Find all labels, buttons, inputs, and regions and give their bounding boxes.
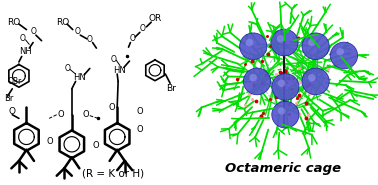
Text: O: O	[64, 64, 70, 73]
Text: O: O	[74, 27, 81, 36]
Text: Br: Br	[4, 94, 13, 102]
Text: OBr: OBr	[8, 77, 22, 86]
Circle shape	[308, 74, 316, 81]
Text: OR: OR	[148, 14, 162, 23]
Text: (R = K or H): (R = K or H)	[82, 169, 144, 179]
Text: O: O	[129, 34, 135, 43]
Text: RO: RO	[8, 18, 21, 27]
Text: O: O	[83, 110, 89, 119]
Circle shape	[302, 33, 329, 60]
Circle shape	[243, 68, 271, 95]
Circle shape	[271, 29, 298, 56]
Text: O: O	[136, 125, 143, 134]
Text: O: O	[30, 27, 36, 36]
Text: O: O	[9, 107, 16, 115]
Text: O: O	[110, 55, 116, 64]
Text: O: O	[87, 35, 93, 44]
Circle shape	[278, 107, 285, 115]
Circle shape	[336, 48, 344, 56]
Text: O: O	[92, 141, 99, 150]
Circle shape	[277, 35, 285, 43]
Circle shape	[272, 101, 299, 128]
Text: Octameric cage: Octameric cage	[225, 162, 342, 175]
Text: Br: Br	[166, 84, 176, 93]
Circle shape	[278, 80, 285, 87]
Circle shape	[240, 33, 267, 60]
Circle shape	[249, 74, 257, 81]
Text: RO: RO	[56, 18, 69, 27]
Text: O: O	[108, 103, 115, 112]
Text: NH: NH	[19, 47, 32, 56]
Text: O: O	[20, 34, 26, 43]
Circle shape	[308, 39, 316, 46]
Circle shape	[272, 74, 299, 100]
Text: O: O	[57, 110, 64, 119]
Text: O: O	[140, 24, 146, 33]
Circle shape	[246, 39, 253, 46]
Text: O: O	[47, 137, 53, 146]
Text: HN: HN	[113, 66, 125, 75]
Circle shape	[302, 68, 329, 95]
Text: O: O	[136, 107, 143, 115]
Text: HN: HN	[73, 73, 86, 82]
Circle shape	[330, 42, 358, 69]
